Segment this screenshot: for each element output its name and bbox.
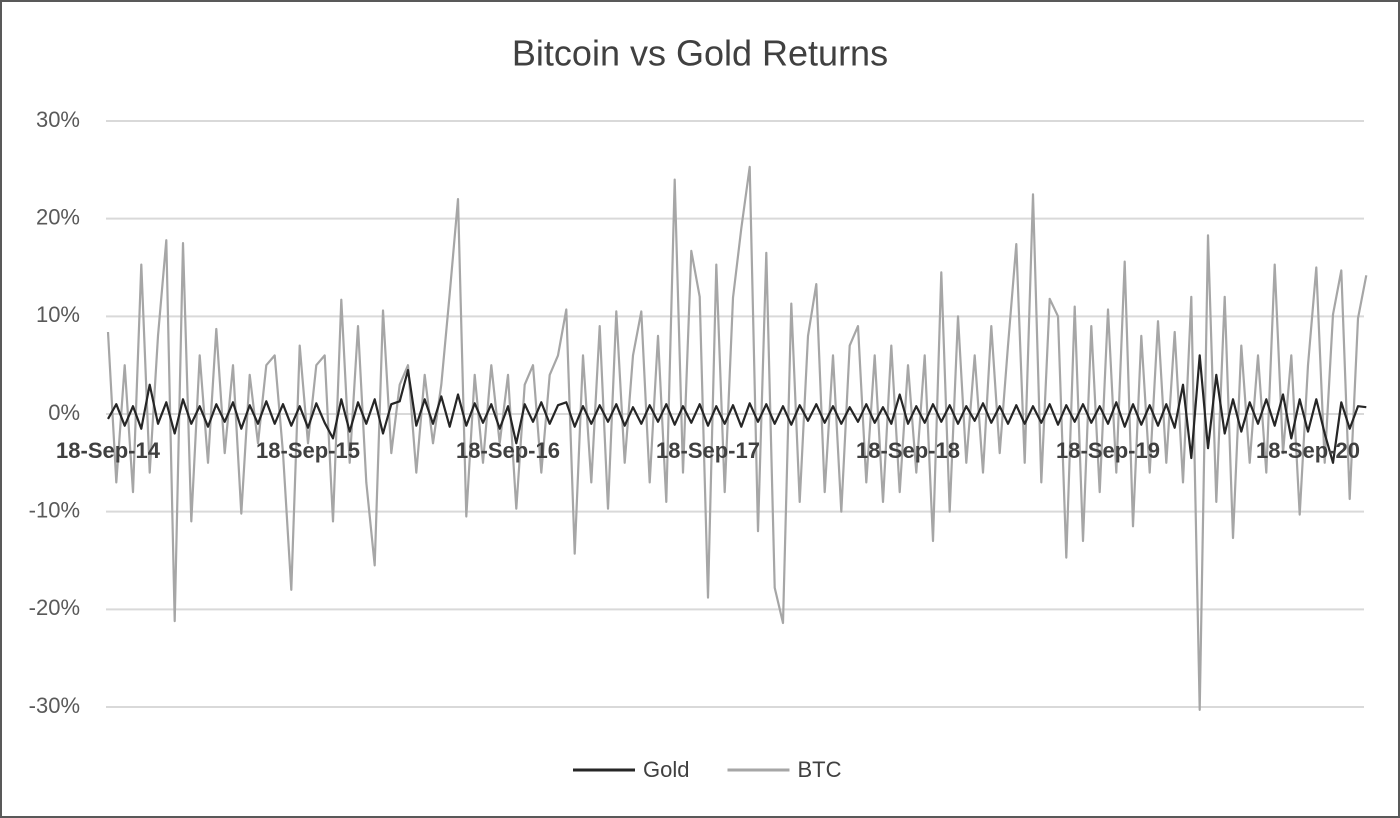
y-tick-label: -10% [29, 497, 80, 522]
x-tick-label: 18-Sep-17 [656, 438, 760, 463]
legend-label: Gold [643, 757, 689, 782]
x-tick-label: 18-Sep-20 [1256, 438, 1360, 463]
series-line [107, 354, 1367, 464]
x-tick-label: 18-Sep-18 [856, 438, 960, 463]
x-tick-label: 18-Sep-15 [256, 438, 360, 463]
series-line [106, 165, 1368, 711]
y-tick-label: 20% [36, 204, 80, 229]
y-tick-label: 30% [36, 107, 80, 132]
y-tick-label: 10% [36, 302, 80, 327]
x-tick-label: 18-Sep-14 [56, 438, 161, 463]
y-tick-label: -30% [29, 693, 80, 718]
legend-label: BTC [797, 757, 841, 782]
y-tick-label: -20% [29, 595, 80, 620]
chart-title: Bitcoin vs Gold Returns [512, 33, 888, 74]
y-tick-label: 0% [48, 400, 80, 425]
x-tick-label: 18-Sep-19 [1056, 438, 1160, 463]
x-tick-label: 18-Sep-16 [456, 438, 560, 463]
